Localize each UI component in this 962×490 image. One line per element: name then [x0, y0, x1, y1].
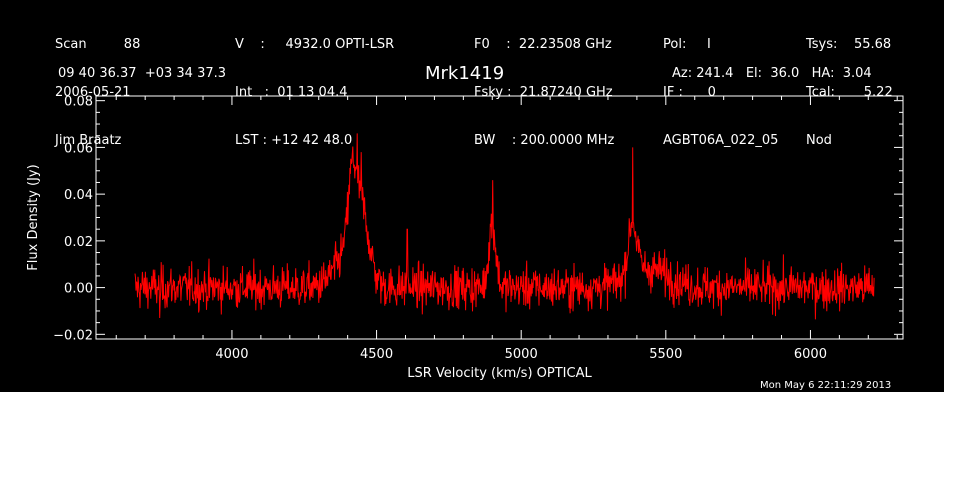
source-coordinates: 09 40 36.37 +03 34 37.3 [58, 66, 227, 81]
plot-panel [0, 0, 944, 392]
y-tick-label: −0.02 [53, 328, 93, 343]
x-tick-label: 4000 [215, 347, 248, 362]
x-tick-label: 4500 [360, 347, 393, 362]
axes-layer [95, 95, 904, 340]
polarization: Pol: I [663, 37, 711, 52]
x-axis-label: LSR Velocity (km/s) OPTICAL [407, 366, 592, 381]
observer-name: Jim Braatz [55, 133, 122, 148]
chart-title: Mrk1419 [425, 63, 505, 84]
y-tick-label: 0.04 [64, 188, 93, 203]
spectrum-line [134, 133, 875, 320]
x-tick-label: 5000 [505, 347, 538, 362]
pointing-info: Az: 241.4 El: 36.0 HA: 3.04 [672, 66, 872, 81]
label-layer: 4000 4500 5000 5500 6000 −0.02 0.00 0.02 0.04 0.0… [26, 95, 827, 381]
switching-mode: Nod [806, 133, 832, 148]
plot-frame [95, 95, 904, 340]
velocity-value: V : 4932.0 OPTI-LSR [235, 37, 395, 52]
y-tick-label: 0.02 [64, 235, 93, 250]
if-number: IF : 0 [663, 85, 716, 100]
lst-value: LST : +12 42 48.0 [235, 133, 353, 148]
y-tick-label: 0.00 [64, 282, 93, 297]
y-axis-label: Flux Density (Jy) [26, 164, 41, 270]
x-tick-label: 6000 [794, 347, 827, 362]
data-layer [134, 133, 875, 320]
y-tick-label: 0.06 [64, 141, 93, 156]
rest-frequency: F0 : 22.23508 GHz [474, 37, 612, 52]
header-polarization-info: Pol: I IF : 0 AGBT06A_022_05 [663, 5, 778, 165]
x-tick-label: 5500 [649, 347, 682, 362]
tsys-value: Tsys: 55.68 [806, 37, 892, 52]
scan-number: Scan 88 [55, 37, 141, 52]
spectrum-chart: 4000 4500 5000 5500 6000 −0.02 0.00 0.02 0.04 0.0… [26, 95, 904, 381]
project-id: AGBT06A_022_05 [663, 133, 779, 148]
plot-timestamp: Mon May 6 22:11:29 2013 [760, 380, 892, 391]
bandwidth: BW : 200.0000 MHz [474, 133, 615, 148]
y-tick-label: 0.08 [64, 95, 93, 110]
